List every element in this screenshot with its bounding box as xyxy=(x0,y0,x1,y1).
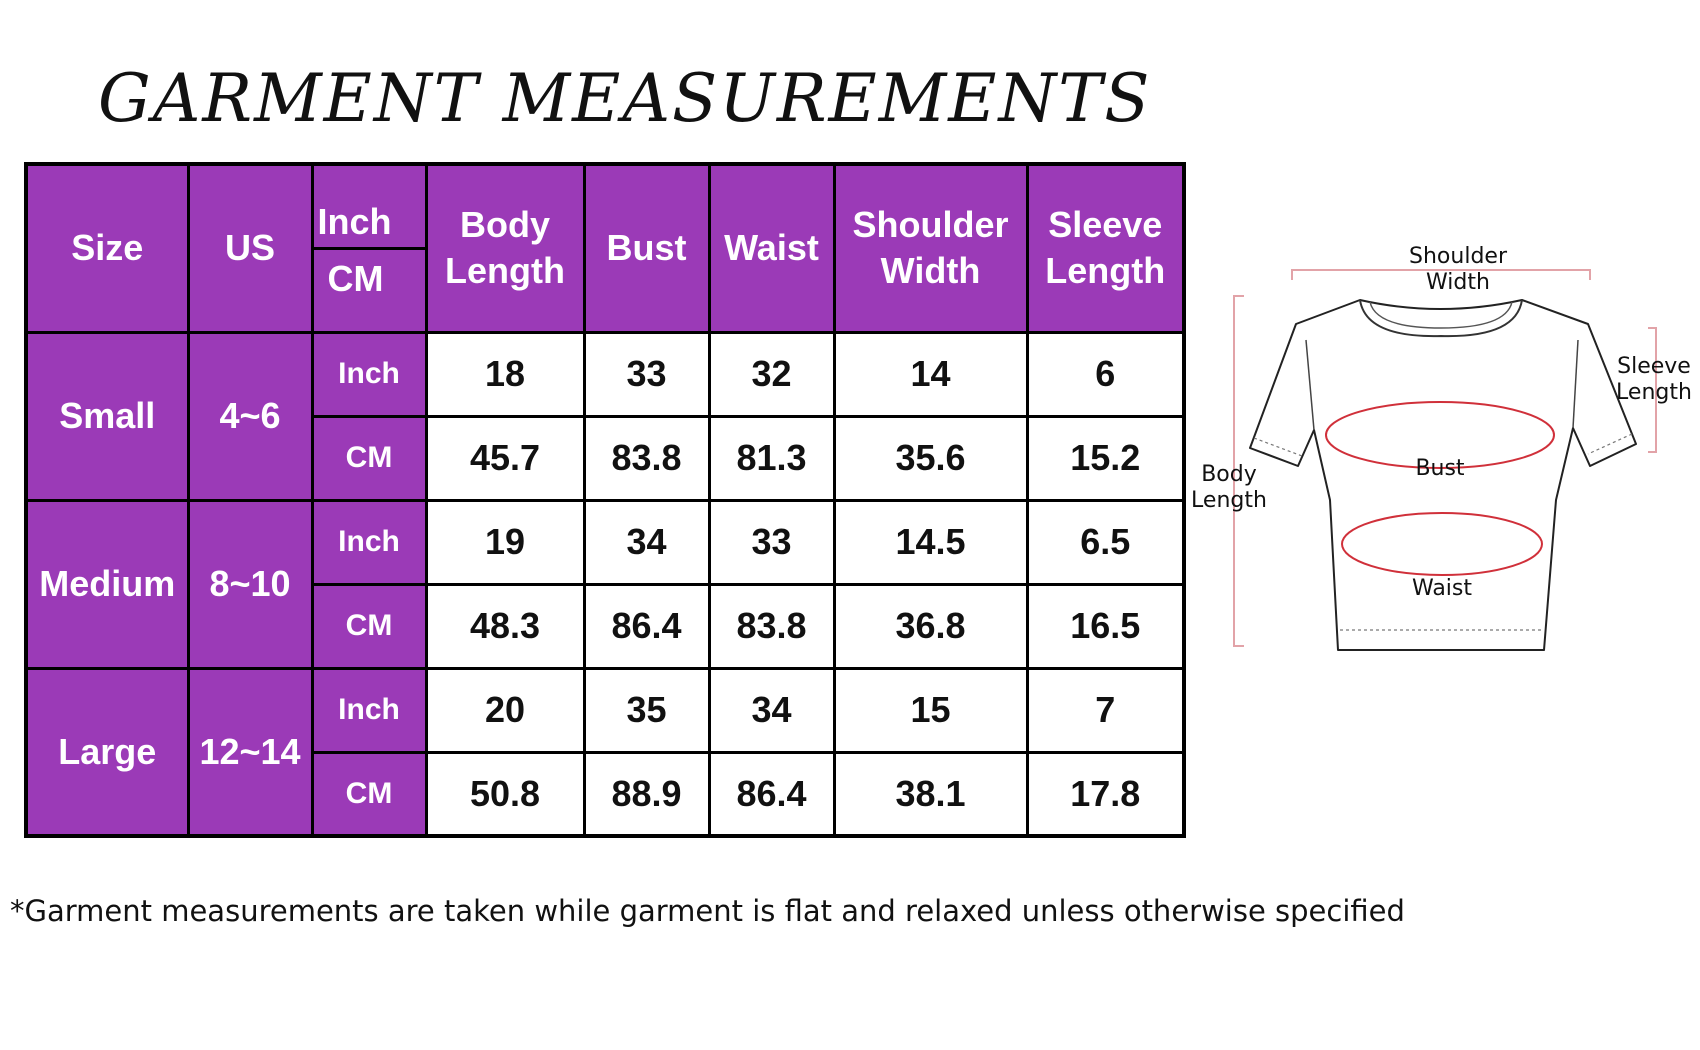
shoulder-width-guide xyxy=(1291,269,1591,280)
header-waist: Waist xyxy=(707,162,836,334)
body-length-value: 48.3 xyxy=(424,582,586,670)
bust-value: 83.8 xyxy=(582,414,711,502)
header-us: US xyxy=(186,162,314,334)
sleeve-length-value: 16.5 xyxy=(1025,582,1186,670)
garment-diagram xyxy=(1180,230,1700,660)
size-chart-table: Size US Inch CM Body Length Bust Waist S… xyxy=(24,162,1186,838)
body-length-guide xyxy=(1233,295,1244,647)
diagram-label-bust: Bust xyxy=(1415,456,1465,481)
header-unit: Inch CM xyxy=(310,162,428,334)
table-row: CM 48.3 86.4 83.8 36.8 16.5 xyxy=(26,582,1186,670)
size-cell: Small xyxy=(24,330,190,502)
header-sleeve-length: Sleeve Length xyxy=(1025,162,1186,334)
sleeve-length-value: 6.5 xyxy=(1025,498,1186,586)
table-row: Small 4~6 Inch 18 33 32 14 6 xyxy=(24,330,1186,502)
bust-value: 34 xyxy=(582,498,711,586)
bust-ellipse xyxy=(1325,401,1555,469)
bust-value: 88.9 xyxy=(582,750,711,838)
header-row: Size US Inch CM Body Length Bust Waist S… xyxy=(24,162,1186,334)
body-length-value: 18 xyxy=(424,330,586,418)
tshirt-illustration xyxy=(1233,269,1657,651)
body-length-value: 20 xyxy=(424,666,586,754)
waist-value: 33 xyxy=(707,498,836,586)
footnote: *Garment measurements are taken while ga… xyxy=(10,894,1405,928)
body-length-value: 19 xyxy=(424,498,586,586)
body-length-value: 45.7 xyxy=(424,414,586,502)
sleeve-length-value: 7 xyxy=(1025,666,1186,754)
unit-cell: CM xyxy=(310,414,428,502)
page-title: GARMENT MEASUREMENTS xyxy=(98,60,1152,137)
shoulder-width-value: 38.1 xyxy=(832,750,1029,838)
sleeve-length-value: 17.8 xyxy=(1025,750,1186,838)
header-sleeve-length-line1: Sleeve xyxy=(1048,204,1163,246)
header-unit-inch: Inch xyxy=(313,189,425,250)
diagram-label-body-length: Body Length xyxy=(1191,462,1267,513)
bust-value: 35 xyxy=(582,666,711,754)
diagram-label-shoulder-width: Shoulder Width xyxy=(1409,244,1507,295)
header-sleeve-length-line2: Length xyxy=(1045,250,1166,292)
unit-cell: Inch xyxy=(310,666,428,754)
shoulder-width-value: 15 xyxy=(832,666,1029,754)
shoulder-width-value: 14.5 xyxy=(832,498,1029,586)
shoulder-width-value: 36.8 xyxy=(832,582,1029,670)
bust-value: 33 xyxy=(582,330,711,418)
header-shoulder-width-line1: Shoulder xyxy=(852,204,1009,246)
body-length-value: 50.8 xyxy=(424,750,586,838)
unit-cell: Inch xyxy=(310,498,428,586)
header-body-length-line1: Body xyxy=(460,204,550,246)
unit-cell: Inch xyxy=(310,330,428,418)
header-body-length-line2: Length xyxy=(445,250,565,292)
header-shoulder-width-line2: Width xyxy=(880,250,981,292)
header-bust: Bust xyxy=(582,162,711,334)
waist-value: 32 xyxy=(707,330,836,418)
us-size-cell: 8~10 xyxy=(186,498,314,670)
tshirt-outline-icon xyxy=(1249,299,1637,651)
sleeve-length-value: 6 xyxy=(1025,330,1186,418)
header-shoulder-width: Shoulder Width xyxy=(832,162,1029,334)
header-size: Size xyxy=(24,162,190,334)
shoulder-width-value: 35.6 xyxy=(832,414,1029,502)
waist-ellipse xyxy=(1341,512,1543,576)
waist-value: 34 xyxy=(707,666,836,754)
collar-icon xyxy=(1359,299,1523,338)
unit-cell: CM xyxy=(310,582,428,670)
us-size-cell: 4~6 xyxy=(186,330,314,502)
header-body-length: Body Length xyxy=(424,162,586,334)
bust-value: 86.4 xyxy=(582,582,711,670)
table-row: CM 50.8 88.9 86.4 38.1 17.8 xyxy=(26,750,1186,838)
size-cell: Large xyxy=(24,666,190,838)
table-row: Medium 8~10 Inch 19 34 33 14.5 6.5 xyxy=(24,498,1186,670)
us-size-cell: 12~14 xyxy=(186,666,314,838)
header-unit-cm: CM xyxy=(327,257,384,299)
waist-value: 86.4 xyxy=(707,750,836,838)
unit-cell: CM xyxy=(310,750,428,838)
sleeve-length-guide xyxy=(1648,327,1657,453)
diagram-label-waist: Waist xyxy=(1411,576,1473,601)
diagram-label-sleeve-length: Sleeve Length xyxy=(1616,354,1692,405)
shoulder-width-value: 14 xyxy=(832,330,1029,418)
table-row: CM 45.7 83.8 81.3 35.6 15.2 xyxy=(26,414,1186,502)
waist-value: 83.8 xyxy=(707,582,836,670)
waist-value: 81.3 xyxy=(707,414,836,502)
sleeve-length-value: 15.2 xyxy=(1025,414,1186,502)
size-cell: Medium xyxy=(24,498,190,670)
table-row: Large 12~14 Inch 20 35 34 15 7 xyxy=(24,666,1186,838)
